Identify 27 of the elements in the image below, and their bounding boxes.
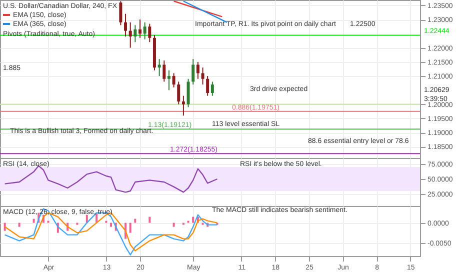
candlestick bbox=[172, 72, 176, 88]
candlestick bbox=[201, 67, 204, 86]
candlestick bbox=[186, 78, 190, 108]
bar bbox=[192, 216, 194, 223]
candlestick bbox=[177, 81, 180, 105]
candlestick bbox=[138, 19, 142, 38]
bar bbox=[18, 222, 20, 227]
candlestick bbox=[143, 22, 146, 40]
candlestick bbox=[158, 58, 161, 77]
candlestick bbox=[148, 23, 152, 43]
candlestick bbox=[206, 76, 210, 96]
candlestick bbox=[167, 70, 170, 91]
candlestick bbox=[210, 81, 214, 96]
candlestick bbox=[182, 95, 185, 116]
bar bbox=[148, 216, 151, 223]
candlestick bbox=[119, 0, 122, 26]
bar bbox=[134, 218, 136, 223]
bar bbox=[172, 222, 175, 227]
candlestick bbox=[196, 61, 200, 80]
candlestick bbox=[162, 60, 166, 82]
bar bbox=[129, 222, 132, 233]
bar bbox=[32, 218, 35, 223]
bar bbox=[110, 222, 112, 227]
candlestick bbox=[124, 13, 128, 37]
candlestick bbox=[128, 22, 132, 48]
candlestick bbox=[192, 58, 195, 86]
candlestick bbox=[134, 24, 137, 43]
